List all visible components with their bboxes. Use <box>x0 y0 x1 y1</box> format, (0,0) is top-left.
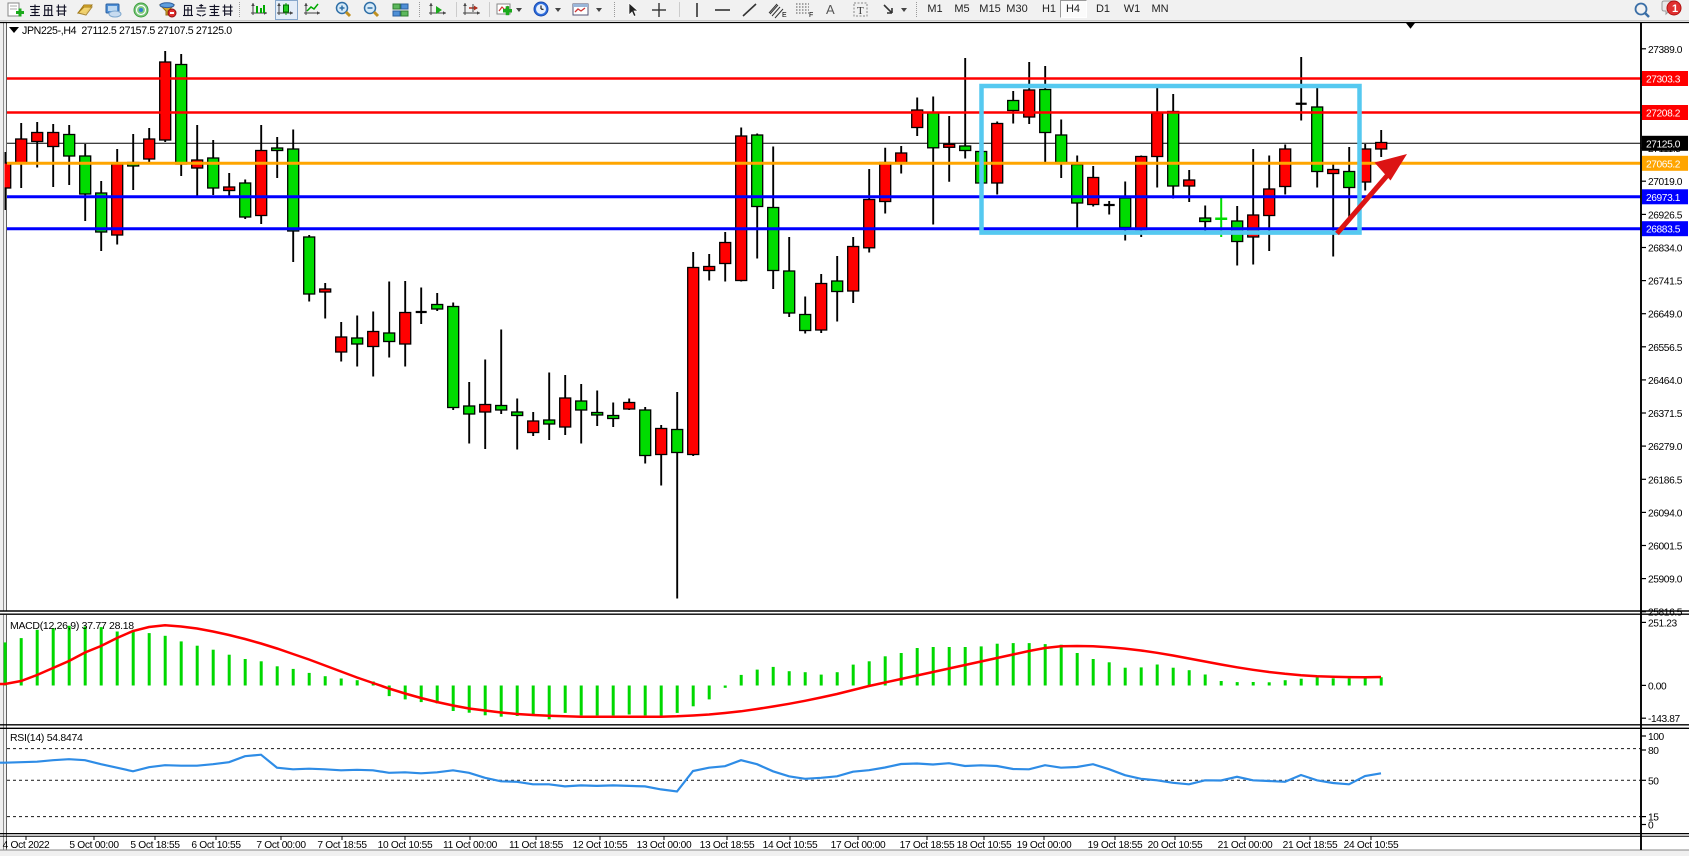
svg-text:15: 15 <box>1648 813 1659 824</box>
svg-text:100: 100 <box>1648 732 1665 743</box>
svg-text:27125.0: 27125.0 <box>1646 139 1681 150</box>
svg-text:251.23: 251.23 <box>1648 618 1677 629</box>
svg-text:25816.5: 25816.5 <box>1648 608 1683 619</box>
svg-text:26001.5: 26001.5 <box>1648 542 1683 553</box>
svg-text:-143.87: -143.87 <box>1648 714 1680 725</box>
svg-text:24 Oct 10:55: 24 Oct 10:55 <box>1344 840 1399 851</box>
svg-text:26556.5: 26556.5 <box>1648 343 1683 354</box>
svg-text:26371.5: 26371.5 <box>1648 409 1683 420</box>
svg-text:27303.3: 27303.3 <box>1646 75 1681 86</box>
svg-text:21 Oct 18:55: 21 Oct 18:55 <box>1283 840 1338 851</box>
svg-text:26883.5: 26883.5 <box>1646 225 1681 236</box>
svg-text:25909.0: 25909.0 <box>1648 575 1683 586</box>
svg-text:26464.0: 26464.0 <box>1648 376 1683 387</box>
svg-text:7 Oct 18:55: 7 Oct 18:55 <box>317 840 367 851</box>
svg-text:26094.0: 26094.0 <box>1648 508 1683 519</box>
svg-text:5 Oct 18:55: 5 Oct 18:55 <box>130 840 180 851</box>
svg-text:26279.0: 26279.0 <box>1648 442 1683 453</box>
svg-text:18 Oct 10:55: 18 Oct 10:55 <box>957 840 1012 851</box>
svg-text:27389.0: 27389.0 <box>1648 45 1683 56</box>
svg-text:0: 0 <box>1648 821 1654 832</box>
svg-text:10 Oct 10:55: 10 Oct 10:55 <box>378 840 433 851</box>
svg-text:20 Oct 10:55: 20 Oct 10:55 <box>1148 840 1203 851</box>
svg-text:21 Oct 00:00: 21 Oct 00:00 <box>1218 840 1273 851</box>
svg-text:E: E <box>782 12 787 19</box>
svg-text:26186.5: 26186.5 <box>1648 475 1683 486</box>
svg-text:F: F <box>809 12 813 19</box>
svg-text:0.00: 0.00 <box>1648 681 1667 692</box>
svg-text:13 Oct 00:00: 13 Oct 00:00 <box>637 840 692 851</box>
svg-text:11 Oct 18:55: 11 Oct 18:55 <box>509 840 564 851</box>
svg-text:T: T <box>857 5 864 17</box>
svg-text:19 Oct 00:00: 19 Oct 00:00 <box>1017 840 1072 851</box>
svg-text:26649.0: 26649.0 <box>1648 310 1683 321</box>
svg-text:80: 80 <box>1648 746 1659 757</box>
svg-text:27208.2: 27208.2 <box>1646 109 1681 120</box>
svg-text:19 Oct 18:55: 19 Oct 18:55 <box>1088 840 1143 851</box>
svg-text:MACD(12,26,9) 37.77 28.18: MACD(12,26,9) 37.77 28.18 <box>10 620 134 632</box>
svg-text:50: 50 <box>1648 776 1659 787</box>
svg-text:12 Oct 10:55: 12 Oct 10:55 <box>573 840 628 851</box>
svg-text:7 Oct 00:00: 7 Oct 00:00 <box>256 840 306 851</box>
svg-text:26834.0: 26834.0 <box>1648 244 1683 255</box>
svg-text:26926.5: 26926.5 <box>1648 210 1683 221</box>
svg-text:27065.2: 27065.2 <box>1646 159 1681 170</box>
svg-text:27019.0: 27019.0 <box>1648 177 1683 188</box>
svg-text:14 Oct 10:55: 14 Oct 10:55 <box>763 840 818 851</box>
svg-text:17 Oct 18:55: 17 Oct 18:55 <box>900 840 955 851</box>
svg-text:17 Oct 00:00: 17 Oct 00:00 <box>831 840 886 851</box>
svg-text:JPN225-,H4 27112.5 27157.5 27: JPN225-,H4 27112.5 27157.5 27107.5 27125… <box>22 25 232 37</box>
svg-text:4 Oct 2022: 4 Oct 2022 <box>3 840 50 851</box>
svg-text:13 Oct 18:55: 13 Oct 18:55 <box>700 840 755 851</box>
svg-text:26973.1: 26973.1 <box>1646 193 1681 204</box>
svg-text:6 Oct 10:55: 6 Oct 10:55 <box>191 840 241 851</box>
svg-text:RSI(14) 54.8474: RSI(14) 54.8474 <box>10 732 83 744</box>
svg-text:5 Oct 00:00: 5 Oct 00:00 <box>69 840 119 851</box>
svg-text:11 Oct 00:00: 11 Oct 00:00 <box>443 840 498 851</box>
svg-text:1: 1 <box>1672 3 1678 15</box>
svg-text:26741.5: 26741.5 <box>1648 277 1683 288</box>
